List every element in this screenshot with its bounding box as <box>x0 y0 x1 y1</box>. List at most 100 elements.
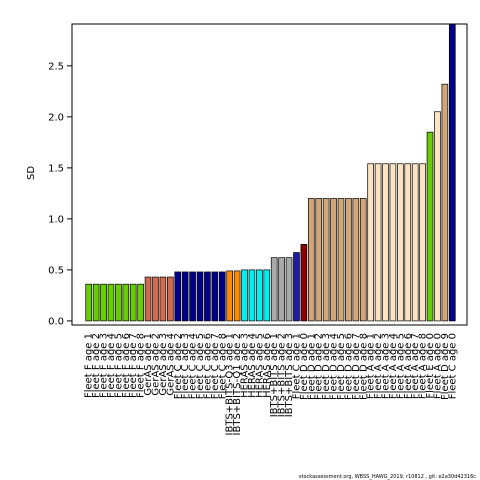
x-tick-label: Fleet D age 6 <box>343 333 354 400</box>
x-tick-label: Fleet F age 7 <box>128 333 139 398</box>
x-tick-label: Fleet C age 1 <box>291 333 302 399</box>
bar <box>300 244 308 322</box>
bar <box>122 283 130 322</box>
bar <box>226 270 234 322</box>
x-tick-label: IBTS+BITS age 1 <box>269 333 280 417</box>
x-tick-label: Fleet F age 2 <box>91 333 102 398</box>
x-tick-label: Fleet C age 4 <box>188 333 199 399</box>
y-axis-label: SD <box>26 166 37 180</box>
x-tick-label: Fleet A age 2 <box>373 333 384 399</box>
x-tick-label: Fleet D age 5 <box>336 333 347 400</box>
x-tick-label: Fleet C age 6 <box>202 333 213 399</box>
bar <box>263 269 271 322</box>
bar <box>322 198 330 322</box>
x-tick-label: Fleet A age 3 <box>381 333 392 399</box>
y-tick-label: 0.5 <box>48 265 64 276</box>
bar <box>285 257 293 322</box>
x-tick-label: GerAS age 3 <box>158 333 169 396</box>
x-tick-label: IBTS+BITS-Q3 age 1 <box>225 333 236 435</box>
bar <box>100 283 107 322</box>
x-tick-label: Fleet C age 7 <box>210 333 221 399</box>
x-tick-label: Fleet A age 4 <box>388 333 399 399</box>
bar <box>315 198 323 322</box>
x-tick-label: GerAS age 4 <box>165 333 176 396</box>
x-tick-label: Fleet D age 8 <box>358 333 369 400</box>
bar <box>397 163 404 322</box>
bar <box>337 198 345 322</box>
y-tick-label: 0.0 <box>48 316 64 327</box>
bar <box>330 198 337 322</box>
bars <box>85 24 456 322</box>
bar <box>448 24 456 322</box>
x-tick-label: Fleet A age 5 <box>395 333 406 399</box>
x-tick-label: Fleet D age 0 <box>299 333 310 400</box>
y-tick-label: 2.5 <box>48 61 64 72</box>
x-tick-label: HERAS age 4 <box>247 333 258 398</box>
bar <box>382 163 389 322</box>
bar <box>85 283 93 322</box>
bar <box>211 271 219 322</box>
y-tick-label: 1.5 <box>48 163 64 174</box>
bar <box>419 163 426 322</box>
bar <box>389 163 397 322</box>
x-tick-label: Fleet D age 2 <box>314 333 325 400</box>
x-tick-label: Fleet A age 8 <box>418 333 429 399</box>
x-tick-label: Fleet F age 6 <box>121 333 132 398</box>
x-tick-label: Fleet C age 5 <box>195 333 206 399</box>
x-tick-label: Fleet C age 3 <box>180 333 191 399</box>
x-tick-label: Fleet D age 1 <box>306 333 317 400</box>
x-tick-label: Fleet D age 4 <box>329 333 340 400</box>
bar <box>248 269 256 322</box>
bar <box>352 198 360 322</box>
x-tick-label: Fleet A age 0 <box>432 333 443 399</box>
bar <box>441 83 449 322</box>
x-tick-label: HERAS age 3 <box>240 333 251 398</box>
x-tick-label: GerAS age 1 <box>143 333 154 396</box>
bar <box>189 271 196 322</box>
x-tick-label: Fleet D age 9 <box>440 333 451 400</box>
x-tick-label: IBTS+BITS age 2 <box>277 333 288 417</box>
bar <box>174 271 182 322</box>
bar <box>233 270 241 322</box>
bar <box>204 271 211 322</box>
bar <box>374 163 382 322</box>
bar <box>278 257 285 322</box>
plot-frame <box>71 23 468 326</box>
x-tick-label: Fleet A age 6 <box>403 333 414 399</box>
x-tick-label: IBTS+BITS age 3 <box>284 333 295 417</box>
bar <box>181 271 189 322</box>
x-tick-label: IBTS+BITS-Q1 age 2 <box>232 333 243 435</box>
bar <box>152 276 159 322</box>
bar <box>367 163 374 322</box>
footer: stockassessment.org, WBSS_HAWG_2019, r10… <box>299 474 476 480</box>
y-tick-label: 2.0 <box>48 112 64 123</box>
x-tick-label: Fleet E age 0 <box>425 333 436 399</box>
bar <box>307 198 315 322</box>
bar <box>293 252 300 322</box>
x-tick-label: Fleet C age 0 <box>447 333 458 399</box>
bar <box>107 283 115 322</box>
x-tick-label: Fleet D age 3 <box>321 333 332 400</box>
x-tick-label: GerAS age 2 <box>150 333 161 396</box>
x-tick-label: HERAS age 5 <box>254 333 265 398</box>
x-tick-label: Fleet C age 2 <box>173 333 184 399</box>
bar <box>270 257 278 322</box>
bar <box>167 276 174 322</box>
bar <box>426 131 434 322</box>
bar <box>256 269 263 322</box>
bar <box>241 269 248 322</box>
bar <box>218 271 226 322</box>
x-tick-label: Fleet A age 7 <box>410 333 421 399</box>
bar <box>404 163 412 322</box>
bar <box>137 283 144 322</box>
x-tick-label: Fleet F age 8 <box>136 333 147 398</box>
bar <box>411 163 419 322</box>
bar <box>115 283 122 322</box>
bar <box>196 271 204 322</box>
x-tick-label: Fleet F age 5 <box>113 333 124 398</box>
x-tick-label: Fleet F age 4 <box>106 333 117 398</box>
x-tick-label: HERAS age 6 <box>262 333 273 398</box>
x-tick-label: Fleet F age 1 <box>84 333 95 398</box>
bar <box>159 276 167 322</box>
